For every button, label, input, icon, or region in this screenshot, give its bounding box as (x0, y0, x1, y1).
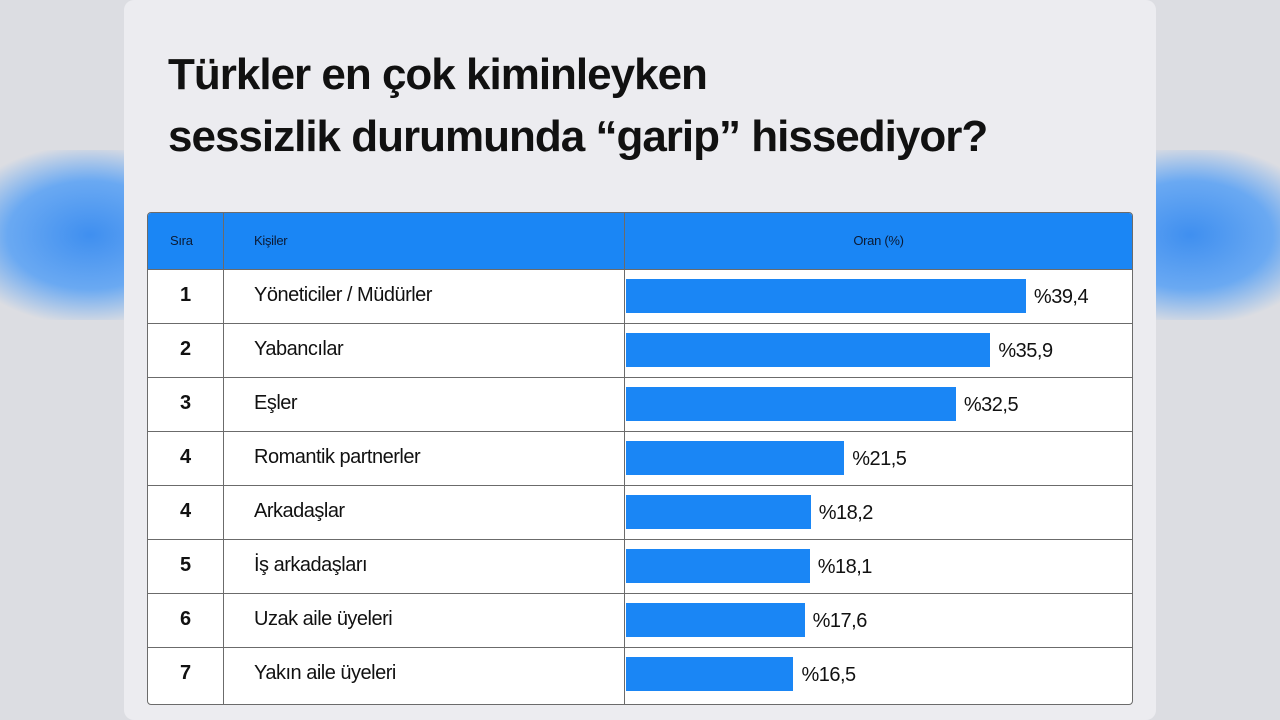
bar (626, 387, 956, 421)
bar (626, 603, 805, 637)
bar (626, 549, 810, 583)
table-row: 6 Uzak aile üyeleri %17,6 (148, 593, 1132, 648)
bar (626, 333, 991, 367)
bar-value-label: %21,5 (852, 448, 907, 470)
row-person: Yöneticiler / Müdürler (254, 284, 432, 306)
row-rank: 4 (179, 446, 192, 468)
ranking-table: Sıra Kişiler Oran (%) 1 Yöneticiler / Müd… (147, 212, 1133, 705)
row-rank: 2 (179, 338, 192, 360)
chart-title: Türkler en çok kiminleyken sessizlik dur… (168, 44, 988, 168)
bar-value-label: %39,4 (1033, 286, 1089, 308)
title-line-2: sessizlik durumunda “garip” hissediyor? (168, 112, 988, 161)
bar-value-label: %16,5 (801, 664, 856, 686)
table-row: 2 Yabancılar %35,9 (148, 323, 1132, 378)
bar-value-label: %35,9 (998, 340, 1053, 362)
column-divider (624, 213, 625, 704)
title-line-1: Türkler en çok kiminleyken (168, 50, 708, 99)
row-person: Yakın aile üyeleri (254, 662, 396, 684)
header-rate: Oran (%) (853, 233, 904, 248)
bar (626, 657, 794, 691)
table-row: 7 Yakın aile üyeleri %16,5 (148, 647, 1132, 702)
chart-card: Türkler en çok kiminleyken sessizlik dur… (124, 0, 1156, 720)
bar (626, 279, 1026, 313)
row-person: Romantik partnerler (254, 446, 421, 468)
row-rank: 3 (179, 392, 192, 414)
row-rank: 5 (179, 554, 192, 576)
table-header: Sıra Kişiler Oran (%) (148, 213, 1132, 269)
column-divider (223, 213, 224, 704)
table-row: 4 Arkadaşlar %18,2 (148, 485, 1132, 540)
table-row: 1 Yöneticiler / Müdürler %39,4 (148, 269, 1132, 324)
row-rank: 7 (179, 662, 192, 684)
row-rank: 4 (179, 500, 192, 522)
row-rank: 6 (179, 608, 192, 630)
row-person: Arkadaşlar (254, 500, 345, 522)
row-person: Eşler (254, 392, 298, 414)
table-row: 5 İş arkadaşları %18,1 (148, 539, 1132, 594)
row-person: İş arkadaşları (254, 554, 368, 576)
bar-value-label: %18,2 (818, 502, 874, 524)
bar-value-label: %17,6 (812, 610, 868, 632)
bar-value-label: %32,5 (963, 394, 1019, 416)
table-row: 4 Romantik partnerler %21,5 (148, 431, 1132, 486)
header-rank: Sıra (170, 233, 193, 248)
bar (626, 495, 811, 529)
header-person: Kişiler (254, 233, 288, 248)
table-row: 3 Eşler %32,5 (148, 377, 1132, 432)
row-person: Uzak aile üyeleri (254, 608, 393, 630)
row-rank: 1 (179, 284, 192, 306)
row-person: Yabancılar (254, 338, 344, 360)
bar (626, 441, 845, 475)
bar-value-label: %18,1 (817, 556, 873, 578)
